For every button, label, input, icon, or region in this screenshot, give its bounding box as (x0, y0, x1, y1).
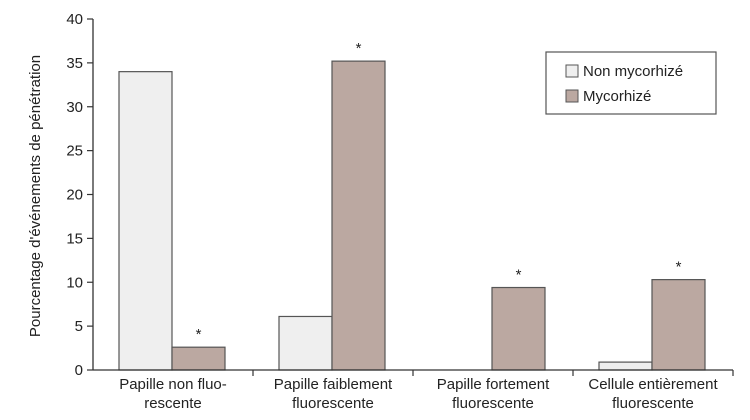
significance-star: * (676, 259, 682, 276)
bar-mycorhize (331, 60, 386, 371)
legend-box (545, 51, 717, 115)
y-tick-label: 20 (66, 187, 83, 204)
x-category-label: fluorescente (612, 395, 694, 412)
legend-label-non-mycorhize: Non mycorhizé (583, 63, 683, 80)
x-category-label: Papille fortement (437, 376, 550, 393)
y-tick-label: 10 (66, 274, 83, 291)
bar-mycorhize (491, 286, 546, 371)
y-tick-label: 15 (66, 230, 83, 247)
x-category-label: rescente (144, 395, 202, 412)
bar-mycorhize (651, 279, 706, 371)
x-axis: Papille non fluo-rescente Papille faiblem… (93, 369, 734, 412)
bars: * * * * (118, 40, 706, 371)
y-axis: 0 5 10 15 20 25 30 35 40 (66, 11, 94, 379)
bar-non-mycorhize (278, 315, 333, 371)
y-tick-label: 25 (66, 143, 83, 160)
y-axis-title: Pourcentage d'événements de pénétration (27, 55, 44, 337)
significance-star: * (196, 326, 202, 343)
bar-non-mycorhize (118, 71, 173, 371)
y-tick-label: 0 (75, 362, 83, 379)
legend: Non mycorhizé Mycorhizé (545, 51, 717, 115)
y-tick-label: 35 (66, 55, 83, 72)
x-category-label: fluorescente (292, 395, 374, 412)
legend-label-mycorhize: Mycorhizé (583, 88, 651, 105)
x-category-label: Papille non fluo- (119, 376, 227, 393)
x-category-label: Cellule entièrement (588, 376, 718, 393)
significance-star: * (516, 267, 522, 284)
x-category-label: Papille faiblement (274, 376, 393, 393)
bar-non-mycorhize (598, 361, 653, 371)
legend-swatch-non-mycorhize (565, 64, 579, 78)
legend-swatch-mycorhize (565, 89, 579, 103)
y-tick-label: 40 (66, 11, 83, 28)
y-tick-label: 5 (75, 318, 83, 335)
x-category-label: fluorescente (452, 395, 534, 412)
y-tick-label: 30 (66, 99, 83, 116)
bar-mycorhize (171, 346, 226, 371)
significance-star: * (356, 40, 362, 57)
